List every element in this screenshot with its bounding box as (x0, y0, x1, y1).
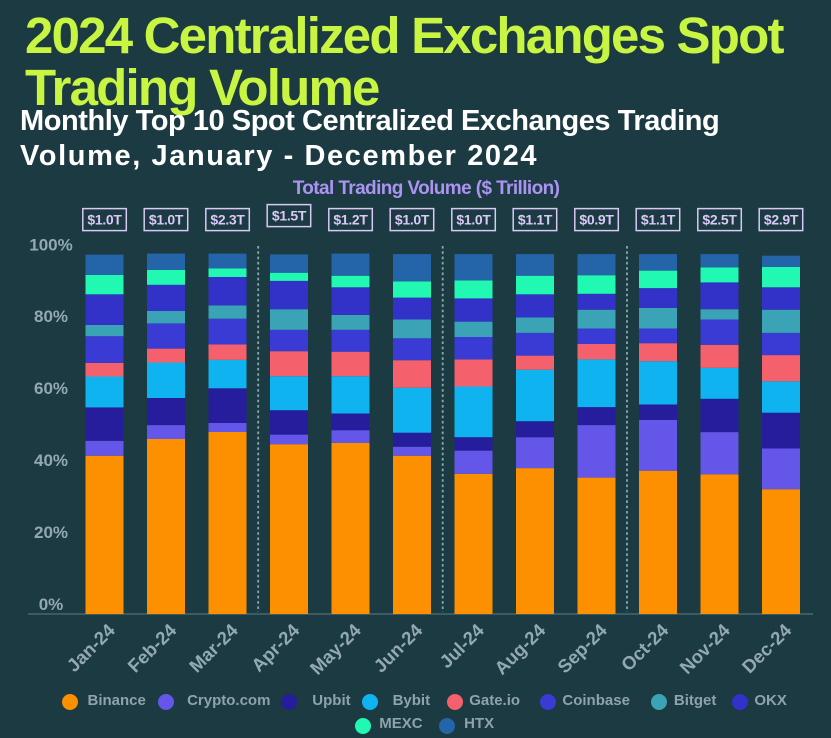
svg-text:$1.1T: $1.1T (518, 212, 553, 228)
svg-text:Feb-24: Feb-24 (123, 619, 181, 677)
svg-text:100%: 100% (29, 235, 72, 254)
svg-text:Nov-24: Nov-24 (675, 619, 734, 678)
svg-text:$2.5T: $2.5T (702, 212, 737, 228)
svg-text:$1.0T: $1.0T (149, 212, 184, 228)
svg-text:$1.0T: $1.0T (456, 212, 491, 228)
svg-text:Mar-24: Mar-24 (185, 619, 243, 677)
svg-text:60%: 60% (34, 379, 68, 398)
svg-text:$2.9T: $2.9T (764, 212, 799, 228)
svg-text:Dec-24: Dec-24 (738, 619, 796, 677)
svg-text:$0.9T: $0.9T (579, 212, 614, 228)
svg-text:May-24: May-24 (306, 619, 366, 679)
svg-text:$1.1T: $1.1T (641, 212, 676, 228)
svg-text:Sep-24: Sep-24 (553, 619, 611, 677)
svg-text:Jun-24: Jun-24 (369, 619, 427, 677)
svg-text:$1.0T: $1.0T (395, 212, 430, 228)
svg-text:Oct-24: Oct-24 (617, 619, 673, 675)
svg-text:80%: 80% (34, 307, 68, 326)
svg-text:20%: 20% (34, 523, 68, 542)
svg-text:40%: 40% (34, 451, 68, 470)
svg-text:$1.0T: $1.0T (87, 212, 122, 228)
svg-text:$2.3T: $2.3T (210, 212, 245, 228)
svg-text:Aug-24: Aug-24 (490, 619, 550, 679)
svg-text:0%: 0% (39, 595, 64, 614)
svg-text:Jan-24: Jan-24 (63, 619, 120, 676)
svg-text:$1.2T: $1.2T (333, 212, 368, 228)
svg-text:$1.5T: $1.5T (272, 208, 307, 224)
svg-text:Jul-24: Jul-24 (435, 619, 488, 672)
svg-text:Apr-24: Apr-24 (247, 619, 304, 676)
